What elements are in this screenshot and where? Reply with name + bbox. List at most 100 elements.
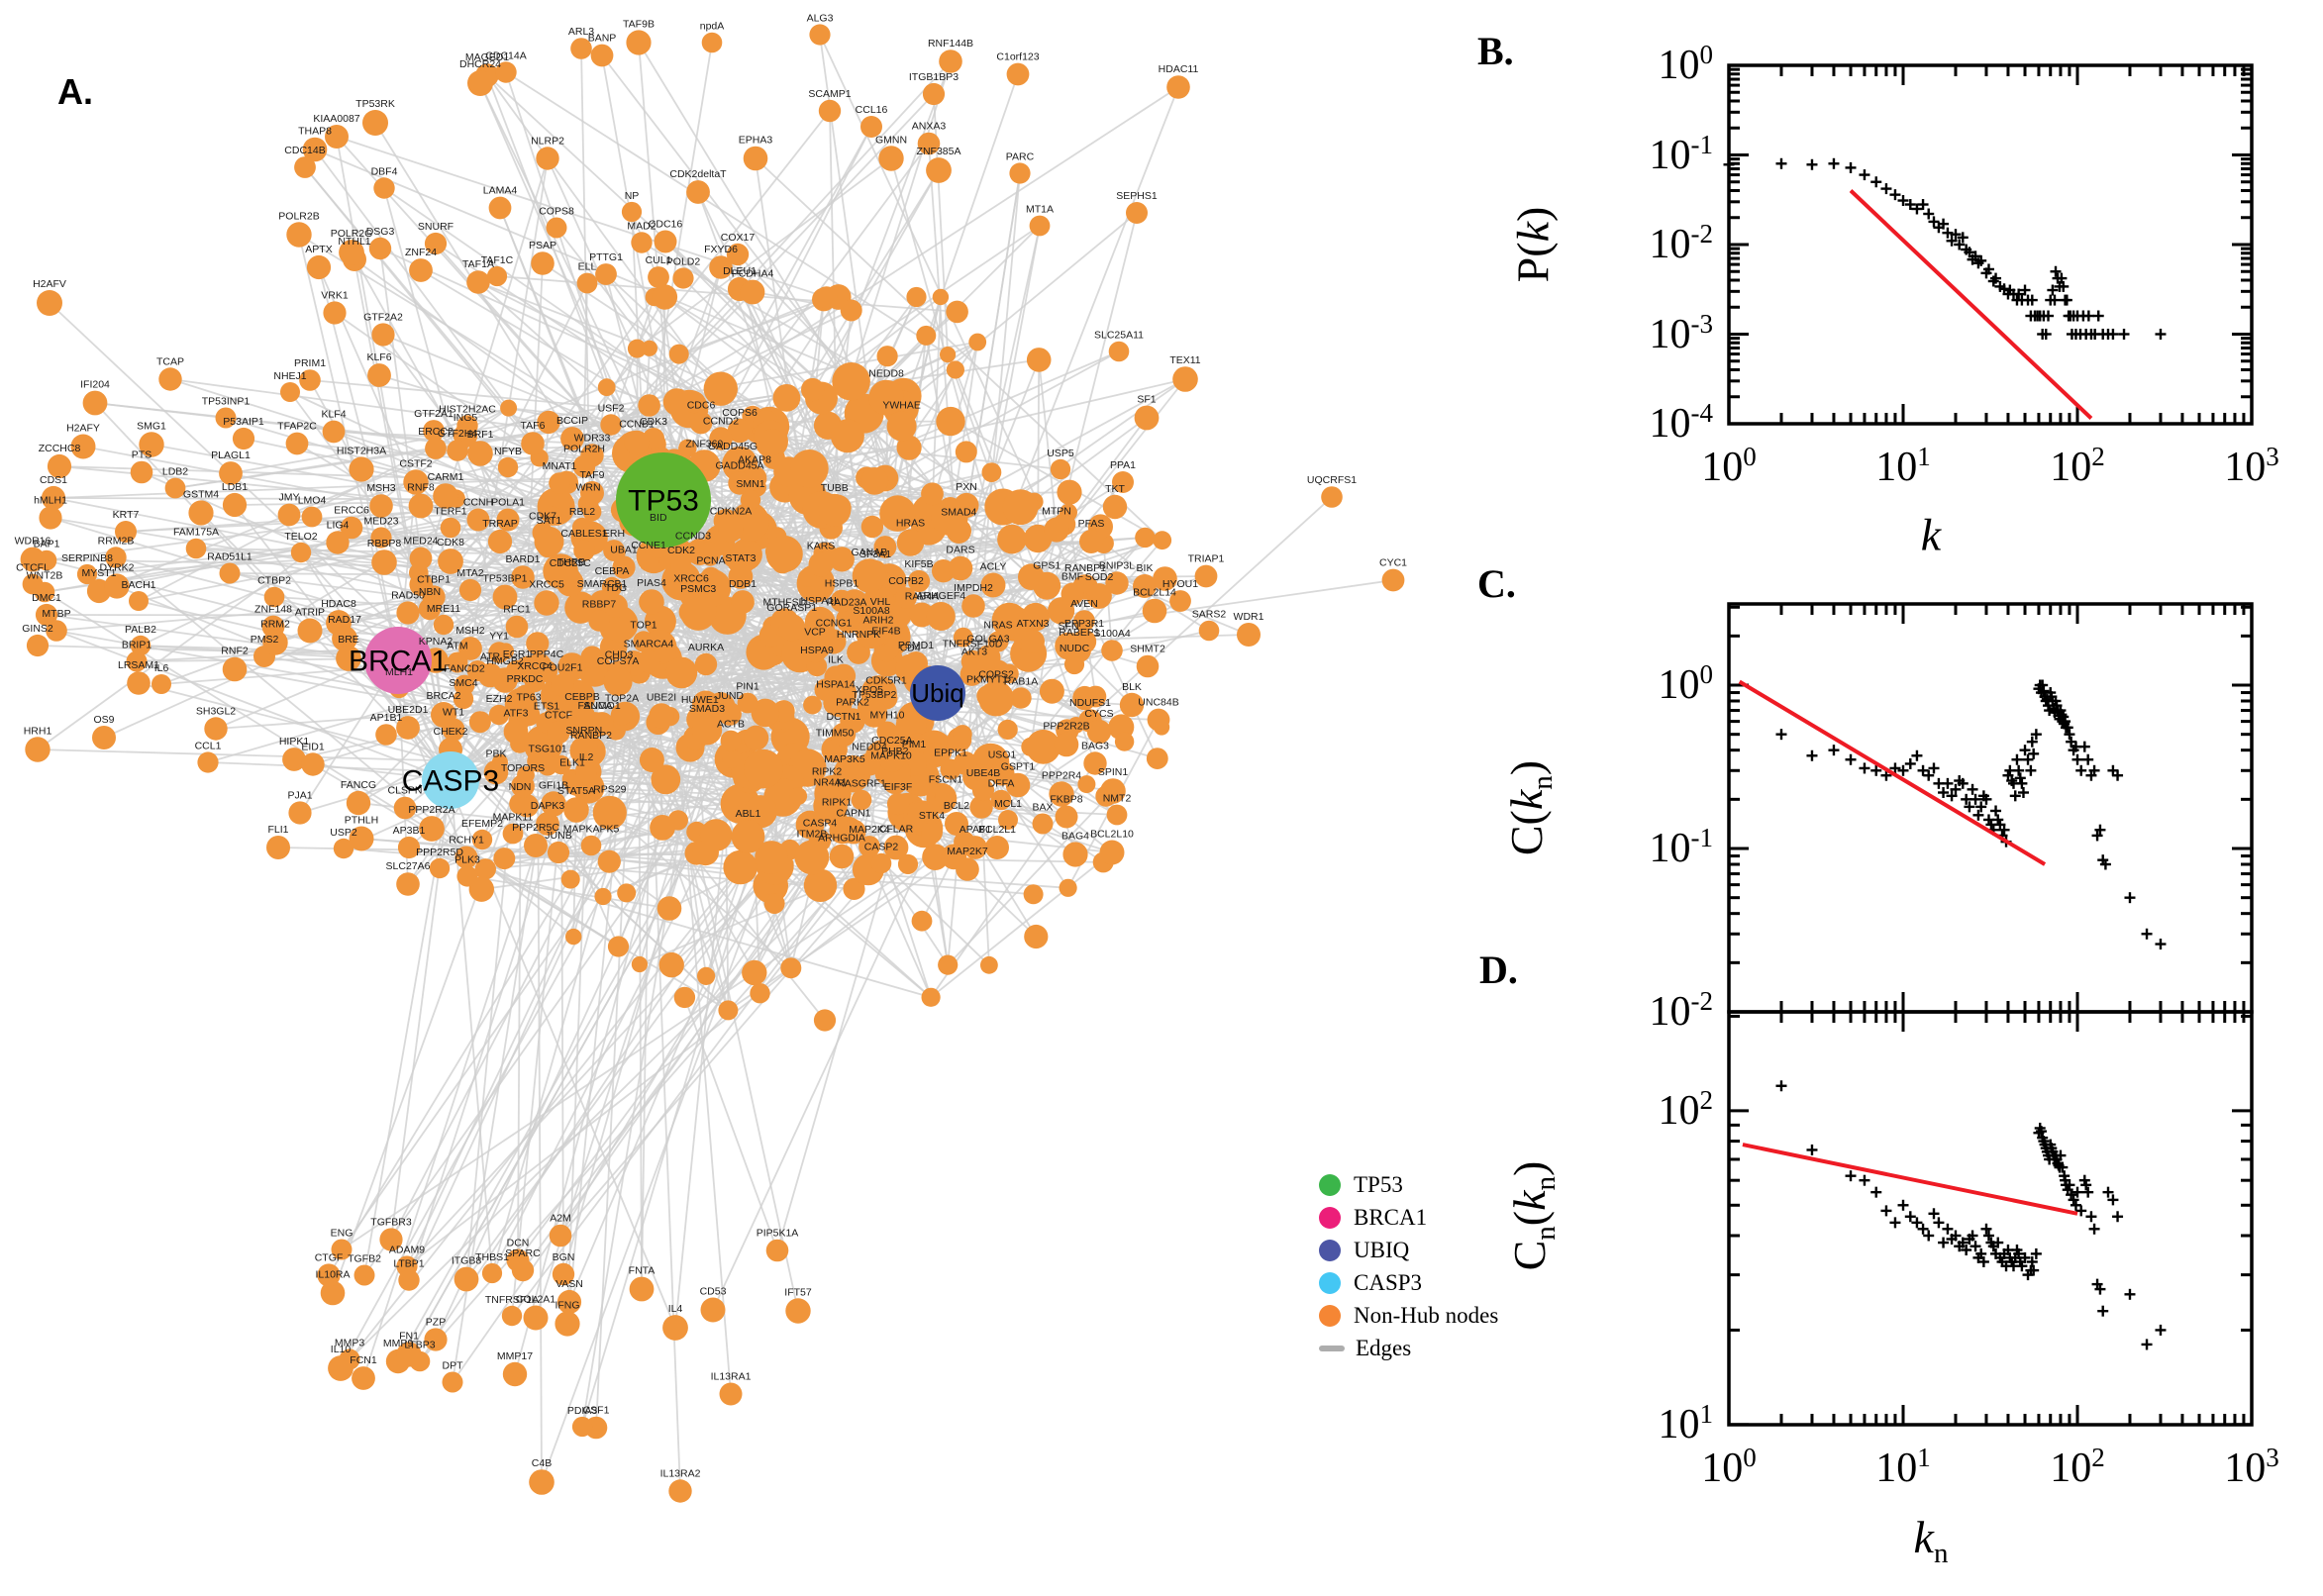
svg-text:IL4: IL4 (668, 1303, 683, 1315)
svg-text:NFYB: NFYB (494, 446, 522, 457)
svg-text:ETS1: ETS1 (534, 700, 559, 712)
svg-text:GADD45A: GADD45A (715, 459, 763, 471)
svg-text:MSH2: MSH2 (455, 625, 484, 637)
svg-text:TNFRSF10D: TNFRSF10D (943, 639, 1003, 650)
legend-label: TP53 (1354, 1171, 1403, 1197)
svg-text:GTF2A2: GTF2A2 (363, 311, 403, 323)
svg-text:STAT3: STAT3 (725, 552, 756, 564)
svg-text:SNURF: SNURF (418, 221, 454, 233)
brca1-node-icon (1319, 1206, 1341, 1229)
svg-text:MRE11: MRE11 (427, 603, 460, 615)
svg-text:FANCA: FANCA (577, 700, 612, 712)
svg-text:CDS1: CDS1 (40, 474, 67, 486)
svg-text:LIG4: LIG4 (327, 519, 350, 531)
svg-text:MAPK10: MAPK10 (870, 750, 912, 762)
svg-text:CDC25A: CDC25A (871, 735, 912, 747)
svg-text:APAF1: APAF1 (960, 824, 992, 836)
svg-text:AKAP8: AKAP8 (738, 454, 771, 466)
hub-BRCA1 (364, 627, 432, 694)
svg-text:ERCC6: ERCC6 (334, 505, 369, 517)
svg-text:XRCC4: XRCC4 (517, 660, 553, 672)
svg-text:SHMT2: SHMT2 (1130, 644, 1165, 655)
svg-text:CAPN1: CAPN1 (836, 808, 870, 820)
svg-text:IL10: IL10 (331, 1344, 352, 1355)
svg-text:AP3B1: AP3B1 (393, 825, 426, 837)
svg-text:WNT2B: WNT2B (27, 570, 63, 582)
svg-text:USP5: USP5 (1047, 448, 1074, 459)
svg-text:ATF3: ATF3 (504, 708, 529, 720)
svg-text:MYH10: MYH10 (869, 710, 904, 722)
svg-text:ELK1: ELK1 (559, 757, 585, 769)
svg-text:RBBP8: RBBP8 (367, 538, 402, 549)
svg-text:AKT3: AKT3 (961, 647, 987, 658)
svg-text:TERF1: TERF1 (434, 506, 466, 518)
svg-text:HRH1: HRH1 (24, 725, 52, 737)
legend-label: UBIQ (1354, 1237, 1410, 1262)
tick-y-C--1: 10-1 (1649, 823, 1714, 872)
svg-text:MAGED1: MAGED1 (465, 51, 510, 63)
tick-x-B-3: 103 (2224, 442, 2279, 491)
svg-text:BCL2L14: BCL2L14 (1133, 587, 1176, 599)
svg-text:IMPDH2: IMPDH2 (954, 582, 993, 594)
svg-text:MMP9: MMP9 (383, 1338, 413, 1349)
svg-text:DBF4: DBF4 (371, 165, 398, 177)
svg-text:CTBP1: CTBP1 (417, 573, 451, 585)
svg-text:RRM2: RRM2 (260, 618, 290, 630)
svg-text:AURKA: AURKA (688, 642, 724, 653)
tick-x-D-2: 102 (2050, 1443, 2105, 1492)
panel-B-plot (1723, 63, 2254, 426)
svg-text:COX17: COX17 (721, 232, 756, 244)
svg-text:PSMD1: PSMD1 (898, 640, 934, 651)
svg-text:PPP2R2B: PPP2R2B (1043, 721, 1089, 733)
svg-text:IFNG: IFNG (555, 1299, 579, 1311)
svg-text:RAD23A: RAD23A (827, 596, 867, 608)
svg-text:NTHL1: NTHL1 (338, 236, 370, 248)
svg-text:CASP2: CASP2 (864, 842, 899, 853)
svg-text:FANCG: FANCG (341, 779, 376, 791)
svg-text:TAF1C: TAF1C (481, 254, 514, 266)
svg-text:PXN: PXN (956, 481, 977, 493)
svg-text:ERCC2: ERCC2 (418, 426, 454, 438)
svg-text:GTF2H4: GTF2H4 (438, 428, 477, 440)
svg-text:XRCC5: XRCC5 (529, 578, 564, 590)
legend-item-brca1: BRCA1 (1319, 1201, 1498, 1234)
svg-text:FCN1: FCN1 (350, 1354, 377, 1366)
svg-text:JMY: JMY (279, 492, 300, 504)
svg-text:COPS6: COPS6 (722, 407, 758, 419)
svg-text:TCAP: TCAP (156, 355, 184, 367)
svg-text:PTTG1: PTTG1 (589, 251, 623, 263)
svg-text:ARHGDIA: ARHGDIA (818, 833, 865, 845)
svg-text:CASP3: CASP3 (402, 765, 499, 798)
tick-y-C-0: 100 (1658, 659, 1714, 709)
svg-text:MCL1: MCL1 (994, 798, 1022, 810)
svg-text:WDR33: WDR33 (574, 432, 611, 444)
svg-text:CDC25C: CDC25C (550, 557, 591, 569)
svg-text:RPS29: RPS29 (593, 784, 626, 796)
svg-text:YWHAE: YWHAE (882, 400, 921, 412)
svg-text:TGFBR3: TGFBR3 (370, 1216, 412, 1228)
svg-text:RABEP1: RABEP1 (1059, 627, 1100, 639)
svg-text:SMAD4: SMAD4 (941, 507, 976, 519)
svg-text:EPPK1: EPPK1 (934, 748, 967, 759)
svg-text:PALB2: PALB2 (125, 624, 156, 636)
svg-text:PPP2R4: PPP2R4 (1042, 769, 1081, 781)
svg-text:DARS: DARS (946, 545, 974, 556)
svg-text:HSPA1L: HSPA1L (800, 595, 840, 607)
axis-title-x-D: kn (1913, 1511, 1949, 1570)
svg-text:TFAP2C: TFAP2C (277, 421, 317, 433)
svg-text:SMC4: SMC4 (449, 677, 477, 689)
svg-text:PPP3R1: PPP3R1 (1064, 618, 1104, 630)
svg-text:BARD1: BARD1 (505, 553, 540, 565)
svg-text:XPO5: XPO5 (856, 684, 883, 696)
fit-line-D (1742, 1143, 2078, 1216)
tick-y-D-1: 101 (1658, 1398, 1714, 1447)
svg-text:CUL1: CUL1 (646, 254, 672, 266)
svg-text:hMLH1: hMLH1 (34, 494, 67, 506)
svg-text:CCND2: CCND2 (703, 415, 739, 427)
svg-text:TKT: TKT (1105, 483, 1125, 495)
svg-text:CD53: CD53 (700, 1286, 727, 1298)
svg-text:PSAP: PSAP (529, 240, 556, 251)
svg-text:TAF1A: TAF1A (462, 258, 494, 270)
network-labels: TCAP IFI204 H2AFY SMG1 ZCCHC8 CDS1 hMLH1 RRM2B B… (15, 12, 1408, 1479)
